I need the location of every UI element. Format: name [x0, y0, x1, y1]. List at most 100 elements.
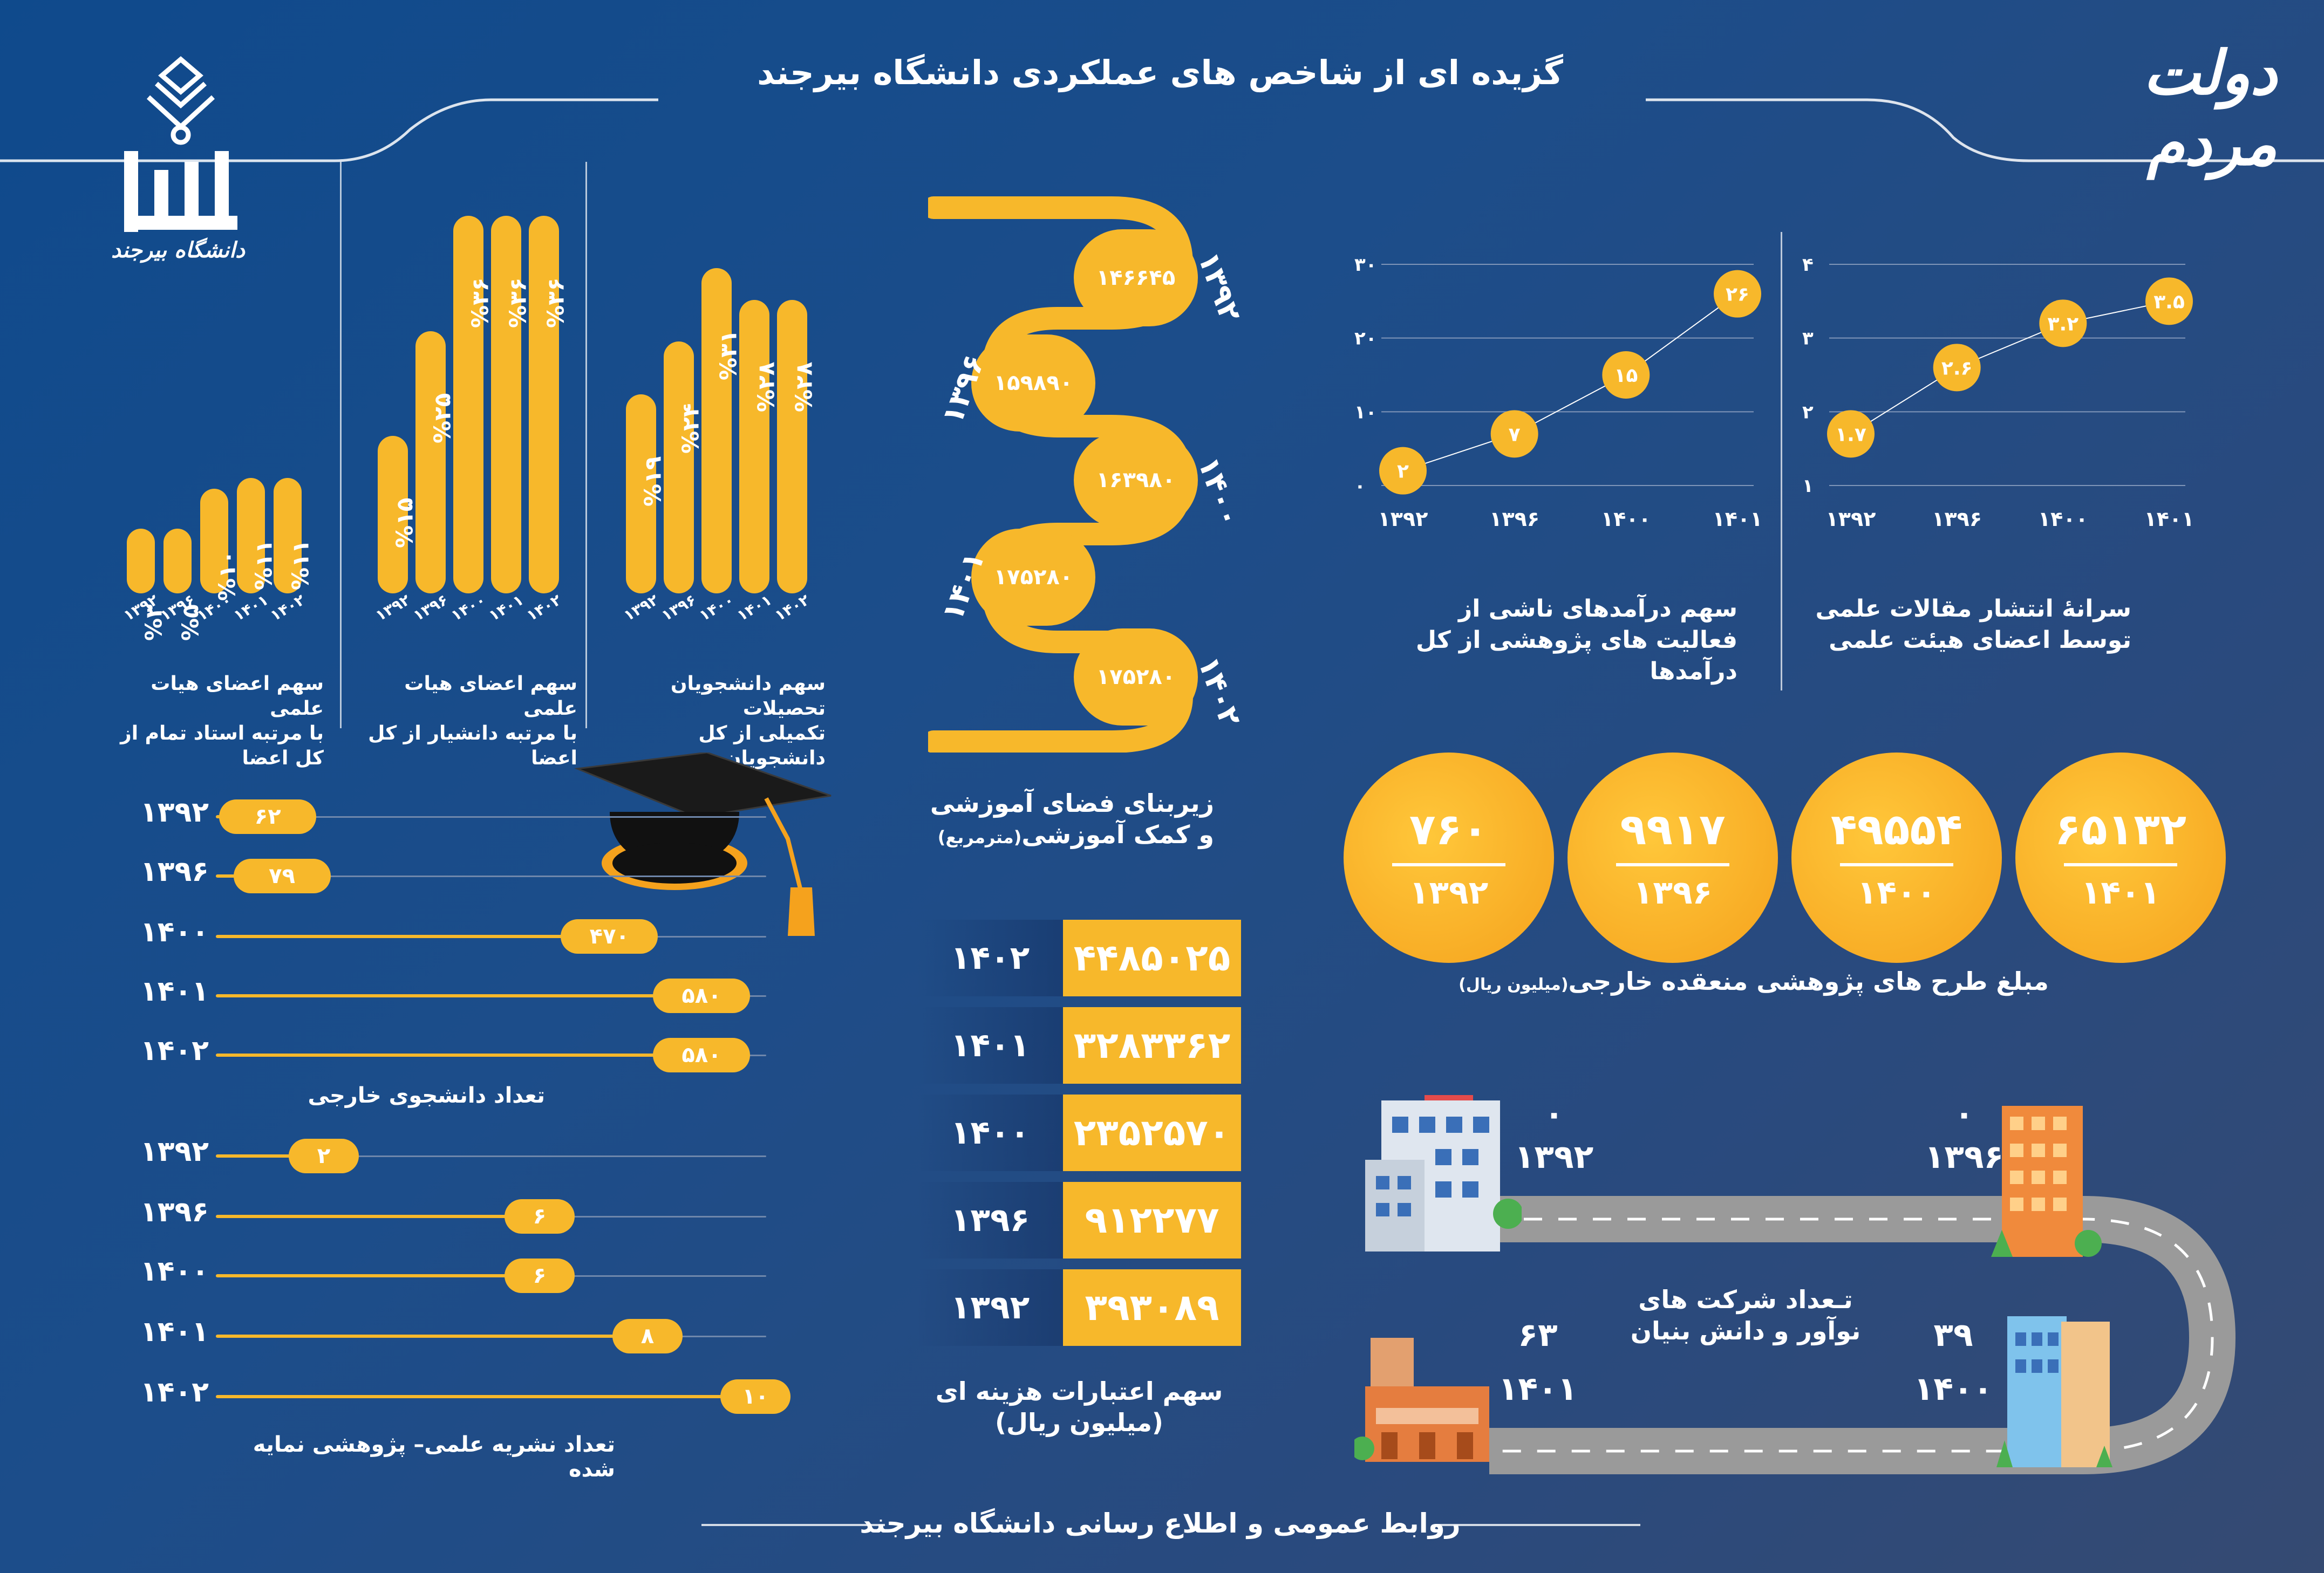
- data-label: ۲۶: [1726, 284, 1749, 306]
- caption-unit: (میلیون ریال): [1459, 975, 1569, 994]
- journals-chart: ۱۳۹۲ ۱۳۹۶ ۱۴۰۰ ۱۴۰۱ ۱۴۰۲ ۲ ۶ ۶ ۸ ۱۰: [0, 1136, 790, 1459]
- data-point: [1602, 351, 1650, 399]
- y-tick-label: ۳: [1802, 328, 1814, 350]
- series-line: [1850, 300, 2170, 435]
- track-line: [216, 1155, 766, 1157]
- caption-line: تکمیلی از کل دانشجویان: [698, 722, 826, 769]
- wave-value: ۱۷۵۲۸۰: [971, 529, 1095, 626]
- caption-line: توسط اعضای هیئت علمی: [1829, 626, 2131, 654]
- bar: [216, 1395, 755, 1398]
- value-pill: ۵۸۰: [653, 1038, 750, 1072]
- divider: [340, 162, 342, 728]
- x-tick-label: ۱۳۹۶: [1932, 507, 1982, 531]
- chart-caption: تعداد دانشجوی خارجی: [308, 1083, 546, 1108]
- year-label: ۱۴۰۰: [140, 916, 209, 948]
- row-year: ۱۳۹۲: [950, 1289, 1030, 1326]
- disc-value: ۹۹۱۷: [1620, 804, 1726, 854]
- footer-credit: روابط عمومی و اطلاع رسانی دانشگاه بیرجند: [860, 1508, 1461, 1539]
- bar-chart-assoc-share: %۱۵ %۲۵ %۳۶ %۳۶ %۳۶ ۱۳۹۲ ۱۳۹۶ ۱۴۰۰ ۱۴۰۱ …: [372, 173, 572, 625]
- caption-line: سهم اعضای هیات علمی: [404, 673, 577, 720]
- bar-label: %۱۱: [287, 539, 314, 591]
- data-label: ۷: [1509, 423, 1521, 446]
- disc-value: ۷۶۰: [1409, 804, 1489, 854]
- row-value: ۲۳۵۲۵۷۰: [1063, 1095, 1241, 1171]
- chart-caption: سهم اعضای هیات علمی با مرتبه دانشیار از …: [345, 672, 577, 771]
- row-value: ۹۱۲۲۷۷: [1063, 1182, 1241, 1259]
- data-point: [2145, 277, 2193, 325]
- series-line: [1402, 293, 1738, 471]
- value-pill: ۷۹: [233, 859, 331, 893]
- caption-line: تـعداد شرکت های: [1638, 1285, 1853, 1314]
- data-point: [2039, 299, 2087, 347]
- caption-line: زیربنای فضای آموزشی: [930, 789, 1214, 818]
- disc-year: ۱۴۰۰: [1857, 874, 1937, 912]
- divider: [585, 162, 587, 728]
- year-label: ۱۳۹۶: [140, 856, 209, 888]
- data-label: ۳.۵: [2153, 291, 2185, 313]
- caption-line-text: و کمک آموزشی: [1021, 820, 1214, 849]
- footer-line-right: [1435, 1524, 1640, 1526]
- university-logo-icon: [124, 56, 237, 232]
- track-line: [216, 876, 766, 877]
- caption-line: نوآور و دانش بنیان: [1630, 1316, 1861, 1345]
- bar-chart-grad-share: %۱۹ %۲۴ %۳۱ %۲۸ %۲۸ ۱۳۹۲ ۱۳۹۶ ۱۴۰۰ ۱۴۰۱ …: [621, 173, 820, 625]
- tower-building-icon: [1991, 1106, 2102, 1257]
- bar: %۲۵: [415, 331, 456, 593]
- data-point: [1379, 447, 1427, 495]
- bar: %۵: [163, 529, 204, 641]
- caption-line: سهم درآمدهای ناشی از: [1458, 595, 1737, 623]
- row-year: ۱۴۰۰: [950, 1114, 1030, 1152]
- value-pill: ۶: [505, 1199, 575, 1234]
- company-count: ۳۹: [1933, 1316, 1973, 1354]
- disc-year: ۱۴۰۱: [2081, 874, 2161, 912]
- company-year: ۱۴۰۰: [1913, 1370, 1993, 1408]
- data-point: [1933, 344, 1981, 392]
- company-year: ۱۳۹۲: [1514, 1138, 1594, 1176]
- disc-value: ۴۹۵۵۴: [1830, 804, 1963, 854]
- caption-line: مبلغ طرح های پژوهشی منعقده خارجی: [1568, 967, 2049, 996]
- line-chart-svg: ۰ ۱۰ ۲۰ ۳۰ ۲ ۱۳۹۲ ۷ ۱۳۹۶ ۱۵ ۱۴۰۰ ۲۶ ۱۴۰۱: [1354, 254, 1762, 531]
- value-pill: ۶۲: [219, 799, 317, 834]
- caption-line: سهم اعتبارات هزینه ای: [935, 1377, 1223, 1406]
- chart-caption: زیربنای فضای آموزشی و کمک آموزشی(مترمربع…: [912, 788, 1214, 853]
- bar: [216, 1054, 701, 1057]
- page-title: گزیده ای از شاخص های عملکردی دانشگاه بیر…: [757, 53, 1563, 92]
- data-point: [1714, 270, 1761, 318]
- y-tick-label: ۴: [1802, 254, 1814, 276]
- university-logo-caption: دانشگاه بیرجند: [111, 237, 245, 263]
- company-year: ۱۴۰۱: [1498, 1370, 1578, 1408]
- row-value: ۴۴۸۵۰۲۵: [1063, 920, 1241, 996]
- bar: [216, 1335, 648, 1338]
- bar: %۳: [127, 529, 167, 641]
- bar: [216, 935, 610, 938]
- chart-caption: سهم اعضای هیات علمی با مرتبه استاد تمام …: [92, 672, 324, 771]
- x-tick-label: ۱۴۰۰: [1601, 507, 1651, 531]
- bar: %۲۸: [777, 299, 817, 593]
- year-label: ۱۳۹۲: [140, 796, 209, 829]
- x-tick-label: ۱۳۹۲: [1826, 507, 1876, 531]
- line-chart-svg: ۱ ۲ ۳ ۴ ۱.۷ ۱۳۹۲ ۲.۶ ۱۳۹۶ ۳.۲ ۱۴۰۰ ۳.۵ ۱۴۰۱: [1802, 254, 2194, 531]
- row-year: ۱۴۰۱: [950, 1027, 1030, 1064]
- caption-line: سهم اعضای هیات علمی: [151, 673, 324, 720]
- chart-caption: سهم اعتبارات هزینه ای (میلیون ریال): [928, 1376, 1230, 1438]
- expense-credits-table: ۱۴۰۲ ۱۴۰۱ ۱۴۰۰ ۱۳۹۶ ۱۳۹۲ ۴۴۸۵۰۲۵ ۳۲۸۳۳۶۲…: [917, 920, 1241, 1394]
- y-tick-label: ۱: [1802, 475, 1814, 497]
- track-line: [216, 816, 766, 818]
- row-year: ۱۳۹۶: [950, 1201, 1030, 1239]
- bar: %۱۱: [274, 478, 314, 593]
- contract-disc: ۴۹۵۵۴ ۱۴۰۰: [1791, 753, 2002, 963]
- header-frame-lines: [0, 98, 2324, 162]
- bar-label: %۲۸: [790, 361, 817, 412]
- y-tick-label: ۲: [1802, 401, 1814, 423]
- bar: [216, 1274, 540, 1277]
- bar: %۳۶: [529, 216, 569, 593]
- company-year: ۱۳۹۶: [1924, 1138, 2004, 1176]
- data-label: ۲.۶: [1941, 357, 1973, 379]
- caption-line: با مرتبه استاد تمام از کل اعضا: [120, 722, 324, 769]
- year-label: ۱۴۰۲: [140, 1035, 209, 1067]
- contract-disc: ۶۵۱۳۲ ۱۴۰۱: [2015, 753, 2226, 963]
- value-pill: ۲: [289, 1139, 359, 1173]
- chart-caption: مبلغ طرح های پژوهشی منعقده خارجی(میلیون …: [1457, 966, 2050, 1001]
- glass-building-icon: [1996, 1316, 2112, 1467]
- caption-line: سهم دانشجویان تحصیلات: [670, 673, 826, 720]
